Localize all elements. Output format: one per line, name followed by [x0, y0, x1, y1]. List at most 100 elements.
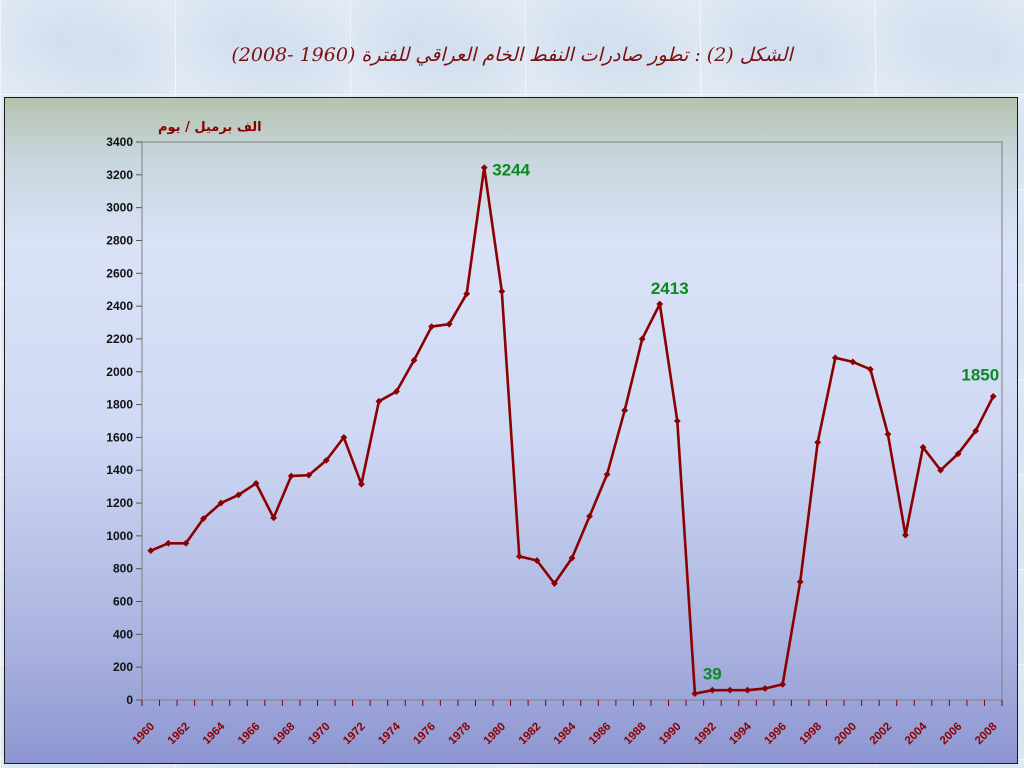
y-axis-label: الف برميل / يوم: [158, 120, 262, 135]
y-tick-label: 1200: [106, 496, 133, 510]
data-point-marker: [200, 515, 207, 523]
data-label: 3244: [492, 161, 530, 180]
plot-area: [141, 141, 1003, 701]
data-point-marker: [357, 480, 365, 488]
data-point-marker: [937, 466, 944, 474]
data-point-marker: [673, 417, 681, 425]
y-tick-label: 2200: [106, 332, 133, 346]
x-tick-label: 1966: [236, 721, 263, 748]
data-label: 2413: [651, 279, 689, 298]
data-point-marker: [445, 320, 453, 328]
x-tick-label: 1976: [411, 721, 438, 748]
line-chart: الف برميل / يوم 0 200 400 600 800 1000 1200 140…: [106, 120, 1003, 748]
data-label: 1850: [961, 365, 999, 384]
data-point-marker: [919, 443, 927, 451]
data-point-marker: [638, 335, 646, 343]
data-point-marker: [533, 557, 541, 564]
data-point-marker: [235, 491, 242, 499]
x-tick-label: 1970: [306, 721, 333, 748]
y-tick-label: 600: [113, 595, 133, 609]
series-line: [150, 166, 995, 695]
data-point-marker: [410, 356, 418, 364]
x-tick-label: 1962: [166, 721, 193, 748]
x-axis: 1960 1962 1964 1966 1968 1970 1972 1974 1976 1978…: [131, 700, 1003, 748]
x-tick-label: 1996: [762, 721, 789, 748]
data-point-marker: [972, 427, 980, 435]
data-point-marker: [322, 456, 330, 464]
x-tick-label: 1968: [271, 720, 298, 747]
x-tick-label: 2002: [868, 721, 895, 748]
x-tick-label: 1984: [552, 720, 579, 747]
data-point-marker: [551, 580, 558, 587]
x-tick-label: 1964: [201, 720, 228, 747]
data-point-marker: [656, 300, 664, 308]
data-point-marker: [814, 438, 822, 446]
x-tick-label: 1986: [587, 721, 614, 748]
slide-title: الشكل (2) : تطور صادرات النفط الخام العر…: [231, 44, 793, 66]
y-tick-label: 1600: [106, 430, 133, 444]
data-point-marker: [954, 450, 962, 458]
y-tick-label: 400: [113, 627, 133, 641]
x-tick-label: 2000: [833, 721, 860, 748]
data-point-marker: [761, 685, 769, 692]
data-point-marker: [989, 392, 997, 400]
data-point-marker: [726, 686, 734, 694]
data-point-marker: [147, 547, 155, 555]
data-point-marker: [849, 358, 857, 366]
chart-area: الف برميل / يوم 0 200 400 600 800 1000 1200 140…: [4, 97, 1018, 764]
y-tick-label: 0: [126, 693, 133, 707]
data-point-marker: [340, 434, 348, 441]
data-point-marker: [375, 397, 383, 405]
y-tick-label: 2000: [106, 365, 133, 379]
x-tick-label: 1992: [692, 721, 719, 748]
data-point-marker: [428, 323, 435, 331]
data-point-marker: [252, 479, 260, 487]
x-tick-label: 2008: [973, 720, 1000, 747]
y-axis: 0 200 400 600 800 1000 1200 1400 1600 1800 2000 220…: [106, 135, 142, 707]
data-point-marker: [603, 470, 611, 478]
data-point-marker: [621, 406, 629, 414]
x-tick-label: 1988: [622, 720, 649, 747]
data-point-marker: [902, 531, 909, 539]
y-tick-label: 800: [113, 562, 133, 576]
y-tick-label: 1400: [106, 463, 133, 477]
data-point-marker: [287, 472, 295, 480]
y-tick-label: 3000: [106, 201, 133, 215]
y-tick-label: 1000: [106, 529, 133, 543]
y-tick-label: 200: [113, 660, 133, 674]
x-tick-label: 1994: [727, 720, 754, 747]
data-point-marker: [866, 365, 874, 373]
x-tick-label: 1990: [657, 721, 684, 748]
x-tick-label: 1974: [376, 720, 403, 747]
y-tick-label: 2600: [106, 266, 133, 280]
data-point-marker: [796, 578, 804, 586]
y-tick-label: 1800: [106, 398, 133, 412]
data-point-marker: [393, 388, 400, 395]
data-point-marker: [305, 471, 313, 479]
annotations-group: 3244 2413 39 1850: [492, 161, 999, 684]
x-tick-label: 1980: [482, 721, 509, 748]
data-point-marker: [779, 681, 787, 688]
data-point-marker: [270, 514, 278, 522]
data-label: 39: [703, 665, 722, 684]
data-point-marker: [463, 290, 471, 298]
data-point-marker: [498, 287, 506, 295]
y-tick-label: 3400: [106, 135, 133, 149]
x-tick-label: 2004: [903, 720, 930, 747]
x-tick-label: 1998: [798, 720, 825, 747]
data-point-marker: [709, 686, 716, 694]
data-point-marker: [480, 164, 488, 172]
data-point-marker: [217, 499, 225, 507]
series-group: [147, 164, 997, 697]
y-tick-label: 2400: [106, 299, 133, 313]
data-point-marker: [691, 690, 699, 697]
y-tick-label: 2800: [106, 233, 133, 247]
data-point-marker: [515, 552, 523, 560]
x-tick-label: 1982: [517, 721, 544, 748]
x-tick-label: 1960: [131, 721, 158, 748]
data-point-marker: [884, 430, 892, 438]
data-point-marker: [831, 354, 839, 362]
x-tick-label: 1978: [447, 720, 474, 747]
y-tick-label: 3200: [106, 168, 133, 182]
x-tick-label: 2006: [938, 721, 965, 748]
